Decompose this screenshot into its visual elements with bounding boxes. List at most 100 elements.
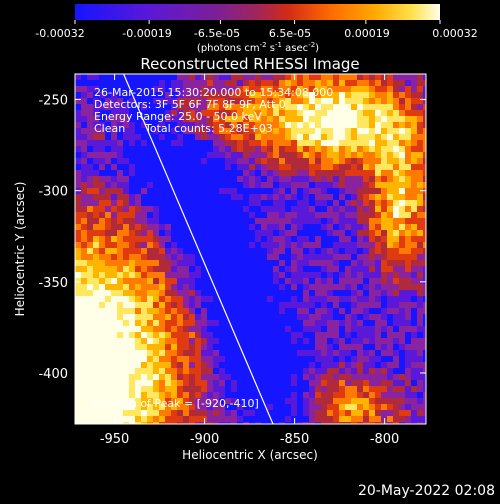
heatmap-cell xyxy=(129,158,135,164)
heatmap-cell xyxy=(363,266,369,272)
heatmap-cell xyxy=(261,188,267,194)
heatmap-cell xyxy=(363,206,369,212)
heatmap-cell xyxy=(405,320,411,326)
heatmap-cell xyxy=(315,158,321,164)
heatmap-cell xyxy=(285,260,291,266)
heatmap-cell xyxy=(375,224,381,230)
heatmap-cell xyxy=(345,398,351,404)
heatmap-cell xyxy=(195,92,201,98)
heatmap-cell xyxy=(411,260,417,266)
heatmap-cell xyxy=(399,230,405,236)
heatmap-cell xyxy=(231,194,237,200)
heatmap-cell xyxy=(243,164,249,170)
heatmap-cell xyxy=(267,188,273,194)
heatmap-cell xyxy=(249,104,255,110)
heatmap-cell xyxy=(357,194,363,200)
heatmap-cell xyxy=(369,122,375,128)
heatmap-cell xyxy=(159,98,165,104)
heatmap-cell xyxy=(207,218,213,224)
heatmap-cell xyxy=(321,266,327,272)
heatmap-cell xyxy=(117,356,123,362)
heatmap-cell xyxy=(117,212,123,218)
heatmap-cell xyxy=(237,92,243,98)
heatmap-cell xyxy=(315,236,321,242)
heatmap-cell xyxy=(177,374,183,380)
heatmap-cell xyxy=(285,110,291,116)
heatmap-cell xyxy=(87,128,93,134)
heatmap-cell xyxy=(315,266,321,272)
heatmap-cell xyxy=(303,224,309,230)
heatmap-cell xyxy=(279,254,285,260)
heatmap-cell xyxy=(273,302,279,308)
heatmap-cell xyxy=(219,278,225,284)
heatmap-cell xyxy=(99,140,105,146)
heatmap-cell xyxy=(237,182,243,188)
heatmap-cell xyxy=(111,212,117,218)
heatmap-cell xyxy=(201,170,207,176)
heatmap-cell xyxy=(225,122,231,128)
heatmap-cell xyxy=(291,200,297,206)
heatmap-cell xyxy=(87,350,93,356)
heatmap-cell xyxy=(243,236,249,242)
heatmap-cell xyxy=(213,92,219,98)
heatmap-cell xyxy=(375,362,381,368)
heatmap-cell xyxy=(297,146,303,152)
heatmap-cell xyxy=(291,404,297,410)
heatmap-cell xyxy=(291,206,297,212)
heatmap-cell xyxy=(423,260,426,266)
heatmap-cell xyxy=(375,338,381,344)
heatmap-cell xyxy=(225,398,231,404)
heatmap-cell xyxy=(399,92,405,98)
heatmap-cell xyxy=(411,188,417,194)
heatmap-cell xyxy=(423,152,426,158)
heatmap-cell xyxy=(105,230,111,236)
heatmap-cell xyxy=(81,266,87,272)
heatmap-cell xyxy=(393,404,399,410)
heatmap-cell xyxy=(201,152,207,158)
heatmap-cell xyxy=(201,128,207,134)
heatmap-cell xyxy=(327,122,333,128)
heatmap-cell xyxy=(387,296,393,302)
heatmap-cell xyxy=(171,92,177,98)
heatmap-cell xyxy=(345,230,351,236)
heatmap-cell xyxy=(207,296,213,302)
heatmap-cell xyxy=(111,362,117,368)
heatmap-cell xyxy=(345,392,351,398)
heatmap-cell xyxy=(369,134,375,140)
heatmap-cell xyxy=(369,254,375,260)
heatmap-cell xyxy=(183,374,189,380)
heatmap-cell xyxy=(207,194,213,200)
heatmap-cell xyxy=(309,386,315,392)
heatmap-cell xyxy=(87,368,93,374)
heatmap-cell xyxy=(363,290,369,296)
heatmap-cell xyxy=(135,266,141,272)
heatmap-cell xyxy=(165,368,171,374)
heatmap-cell xyxy=(171,158,177,164)
heatmap-cell xyxy=(207,386,213,392)
heatmap-cell xyxy=(261,146,267,152)
heatmap-cell xyxy=(219,398,225,404)
heatmap-cell xyxy=(261,290,267,296)
heatmap-cell xyxy=(411,170,417,176)
heatmap-cell xyxy=(171,284,177,290)
heatmap-cell xyxy=(267,242,273,248)
heatmap-cell xyxy=(333,422,339,424)
heatmap-cell xyxy=(165,380,171,386)
heatmap-cell xyxy=(237,254,243,260)
heatmap-cell xyxy=(339,290,345,296)
heatmap-cell xyxy=(261,386,267,392)
heatmap-cell xyxy=(129,290,135,296)
heatmap-cell xyxy=(249,170,255,176)
heatmap-cell xyxy=(177,302,183,308)
heatmap-cell xyxy=(303,170,309,176)
heatmap-cell xyxy=(219,164,225,170)
heatmap-cell xyxy=(405,122,411,128)
heatmap-cell xyxy=(387,128,393,134)
heatmap-cell xyxy=(219,404,225,410)
heatmap-cell xyxy=(207,254,213,260)
heatmap-cell xyxy=(105,344,111,350)
heatmap-cell xyxy=(381,332,387,338)
heatmap-cell xyxy=(375,284,381,290)
heatmap-cell xyxy=(297,290,303,296)
heatmap-cell xyxy=(345,338,351,344)
